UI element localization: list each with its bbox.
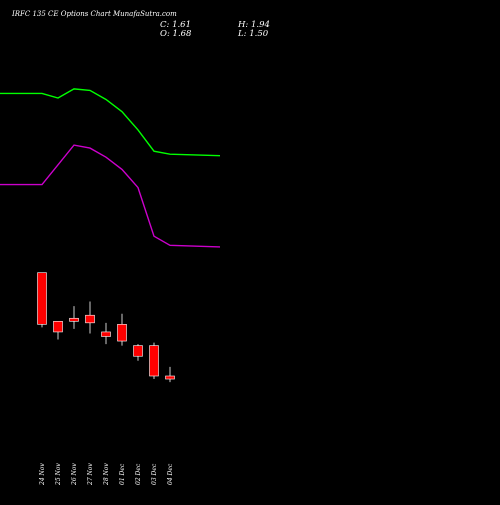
candle <box>101 322 111 345</box>
candle-body <box>149 345 159 377</box>
candle <box>149 342 159 380</box>
lower-band-line <box>0 144 221 248</box>
high-readout: H: 1.94 <box>237 20 270 30</box>
x-tick-label: 03 Dec <box>151 463 158 485</box>
candle <box>117 313 127 346</box>
candle <box>53 321 63 340</box>
x-tick-label: 04 Dec <box>167 463 174 485</box>
candle-body <box>85 314 95 324</box>
candles <box>37 272 175 383</box>
candle-body <box>117 324 127 342</box>
low-readout: L: 1.50 <box>237 29 269 39</box>
candle-body <box>69 317 79 322</box>
x-tick-label: 25 Nov <box>55 463 62 486</box>
x-axis-tick-labels: 24 Nov 25 Nov 26 Nov 27 Nov 28 Nov 01 Dec 02 D… <box>39 463 174 486</box>
candle <box>85 301 95 334</box>
x-tick-label: 24 Nov <box>39 463 46 486</box>
x-tick-label: 01 Dec <box>119 463 126 485</box>
band-lines <box>0 88 221 248</box>
candle <box>165 366 175 383</box>
candle-body <box>165 375 175 380</box>
x-tick-label: 02 Dec <box>135 463 142 485</box>
candle <box>133 344 143 361</box>
candle-body <box>37 272 47 325</box>
close-readout: C: 1.61 <box>160 20 191 30</box>
candle-body <box>101 331 111 337</box>
upper-band-line <box>0 88 221 157</box>
candle <box>69 306 79 329</box>
candle-body <box>133 345 143 357</box>
chart-title: IRFC 135 CE Options Chart MunafaSutra.co… <box>11 10 177 18</box>
open-readout: O: 1.68 <box>160 29 192 39</box>
x-tick-label: 26 Nov <box>71 463 78 486</box>
candle-body <box>53 321 63 333</box>
x-tick-label: 28 Nov <box>103 463 110 486</box>
x-tick-label: 27 Nov <box>87 463 94 486</box>
candle <box>37 272 47 328</box>
